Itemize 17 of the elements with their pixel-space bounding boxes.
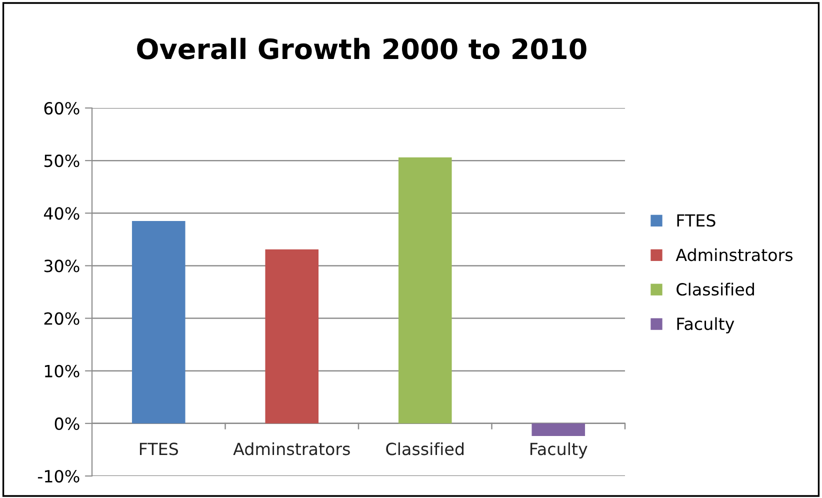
x-tick-label: Adminstrators bbox=[233, 442, 350, 456]
y-tick-label: 0% bbox=[54, 417, 80, 430]
legend-label: Adminstrators bbox=[676, 248, 793, 262]
legend-label: Classified bbox=[676, 282, 754, 296]
y-tick-label: 10% bbox=[44, 364, 80, 378]
y-tick-label: 30% bbox=[44, 260, 80, 272]
chart-title: Overall Growth 2000 to 2010 bbox=[137, 38, 586, 60]
y-tick-label: 50% bbox=[44, 154, 80, 168]
y-tick-label: 40% bbox=[44, 207, 80, 220]
y-tick-label: 60% bbox=[44, 102, 80, 115]
legend-label: Faculty bbox=[677, 317, 734, 334]
legend-label: FTES bbox=[677, 214, 716, 227]
x-tick-label: FTES bbox=[140, 442, 178, 456]
x-tick-label: Classified bbox=[386, 442, 464, 456]
x-tick-label: Faculty bbox=[530, 442, 588, 458]
y-tick-label: 20% bbox=[44, 312, 80, 325]
y-tick-label: -10% bbox=[38, 470, 80, 483]
